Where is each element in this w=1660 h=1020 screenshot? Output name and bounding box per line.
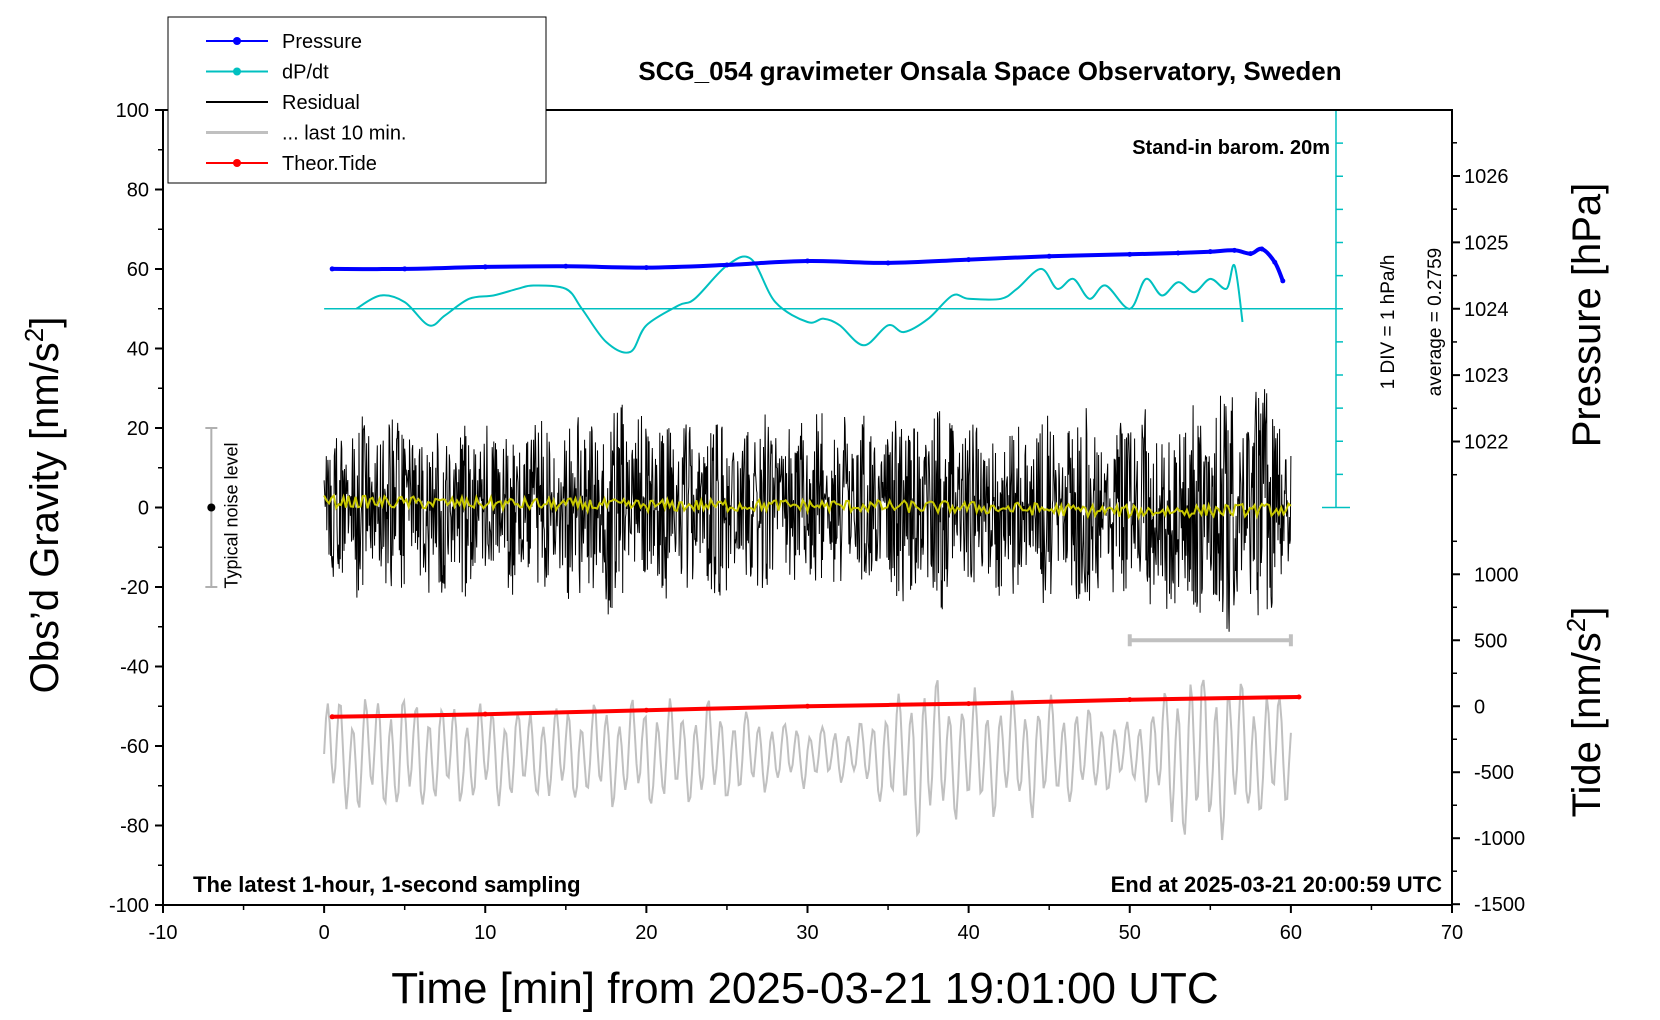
legend-label: Residual [282, 92, 360, 114]
legend-label: Pressure [282, 31, 362, 53]
y-axis-tick-label: 0 [138, 498, 149, 520]
x-axis-tick-label: 60 [1280, 922, 1302, 944]
legend-swatch-marker [233, 159, 241, 167]
pressure-point [1231, 247, 1237, 253]
y-axis-tick-label: 40 [127, 339, 149, 361]
y-axis-tick-label: -40 [120, 657, 149, 679]
y-axis-label-gravity-main: Obs’d Gravity [nm/s [23, 342, 67, 693]
pressure-point [724, 262, 730, 268]
x-axis-tick-label: 70 [1441, 922, 1463, 944]
plot-data-layer [205, 109, 1350, 841]
x-axis-tick-label: 0 [319, 922, 330, 944]
x-axis-label: Time [min] from 2025-03-21 19:01:00 UTC [391, 964, 1218, 1013]
last-10-min-trace [323, 679, 1292, 841]
noise-level-center-dot [207, 503, 216, 512]
stand-in-barometer-note: Stand-in barom. 20m [1132, 137, 1330, 159]
pressure-point [1280, 278, 1286, 284]
y-axis-label-gravity: Obs’d Gravity [nm/s2] [19, 317, 67, 694]
pressure-axis-tick-label: 1025 [1464, 232, 1509, 254]
y-axis-label-gravity-end: ] [23, 317, 67, 328]
pressure-point [482, 264, 488, 270]
theoretical-tide-point [966, 701, 972, 707]
chart-title: SCG_054 gravimeter Onsala Space Observat… [638, 56, 1341, 86]
theoretical-tide-point [1127, 697, 1133, 703]
theoretical-tide-point [1296, 694, 1302, 700]
legend-box [167, 16, 547, 184]
tide-axis-tick-label: 1000 [1474, 564, 1519, 586]
legend-label: Theor.Tide [282, 153, 377, 175]
pressure-axis-tick-label: 1022 [1464, 432, 1509, 454]
pressure-point [1175, 250, 1181, 256]
sampling-note: The latest 1-hour, 1-second sampling [193, 872, 581, 897]
pressure-point [1248, 251, 1254, 257]
pressure-point [1259, 246, 1265, 252]
legend-label: dP/dt [282, 62, 329, 84]
y-axis-tick-label: 60 [127, 259, 149, 281]
pressure-point [402, 266, 408, 272]
dpdt-line [355, 255, 1244, 354]
pressure-point [1127, 251, 1133, 257]
y-axis-tick-label: 100 [116, 100, 149, 122]
pressure-point [885, 260, 891, 266]
y-axis-tick-label: -20 [120, 577, 149, 599]
pressure-point [563, 263, 569, 269]
axes-layer: -10 0 10 20 30 40 50 60 70-100-80-60-40-20020406… [109, 100, 1525, 944]
tide-axis-tick-label: -500 [1474, 762, 1514, 784]
theoretical-tide-point [805, 703, 810, 709]
noise-level-label: Typical noise level [221, 442, 241, 588]
pressure-point [1207, 249, 1213, 255]
pressure-axis-tick-label: 1026 [1464, 166, 1509, 188]
pressure-point [805, 258, 810, 264]
pressure-point [966, 257, 972, 263]
pressure-axis-tick-label: 1024 [1464, 299, 1509, 321]
x-axis-tick-label: 30 [796, 922, 818, 944]
dpdt-scale-note: 1 DIV = 1 hPa/h [1378, 255, 1399, 390]
tide-axis-tick-label: -1500 [1474, 894, 1525, 916]
theoretical-tide-point [329, 714, 335, 720]
legend-label: ... last 10 min. [282, 123, 407, 145]
tide-axis-tick-label: 500 [1474, 630, 1507, 652]
x-axis-tick-label: 10 [474, 922, 496, 944]
pressure-axis-tick-label: 1023 [1464, 365, 1509, 387]
legend-swatch-marker [233, 37, 241, 45]
tide-axis-tick-label: 0 [1474, 696, 1485, 718]
end-time-note: End at 2025-03-21 20:00:59 UTC [1111, 872, 1442, 897]
legend-swatch-marker [233, 67, 241, 76]
y-axis-tick-label: -100 [109, 895, 149, 917]
theoretical-tide-point [482, 711, 488, 717]
residual-trace [323, 389, 1292, 632]
theoretical-tide-point [643, 707, 649, 713]
y-axis-label-tide-end: ] [1565, 607, 1609, 618]
y-axis-tick-label: 80 [127, 180, 149, 202]
y-axis-label-gravity-sup: 2 [19, 328, 49, 342]
pressure-point [643, 265, 649, 271]
x-axis-tick-label: 50 [1119, 922, 1141, 944]
dpdt-average-note: average = 0.2759 [1425, 248, 1446, 396]
tide-axis-tick-label: -1000 [1474, 828, 1525, 850]
y-axis-label-tide-main: Tide [nm/s [1565, 632, 1609, 817]
y-axis-tick-label: -60 [120, 736, 149, 758]
x-axis-tick-label: 40 [958, 922, 980, 944]
x-axis-tick-label: 20 [635, 922, 657, 944]
y-axis-label-tide-sup: 2 [1561, 618, 1591, 632]
x-axis-tick-label: -10 [149, 922, 178, 944]
legend: Pressure dP/dt Residual ... last 10 min. The… [167, 16, 547, 184]
residual-smoothed-trace [323, 493, 1292, 521]
y-axis-label-tide: Tide [nm/s2] [1561, 607, 1609, 818]
y-axis-tick-label: 20 [127, 418, 149, 440]
pressure-point [1046, 253, 1052, 259]
y-axis-tick-label: -80 [120, 816, 149, 838]
y-axis-label-pressure: Pressure [hPa] [1565, 183, 1609, 448]
pressure-point [1272, 259, 1278, 265]
pressure-point [329, 266, 335, 272]
